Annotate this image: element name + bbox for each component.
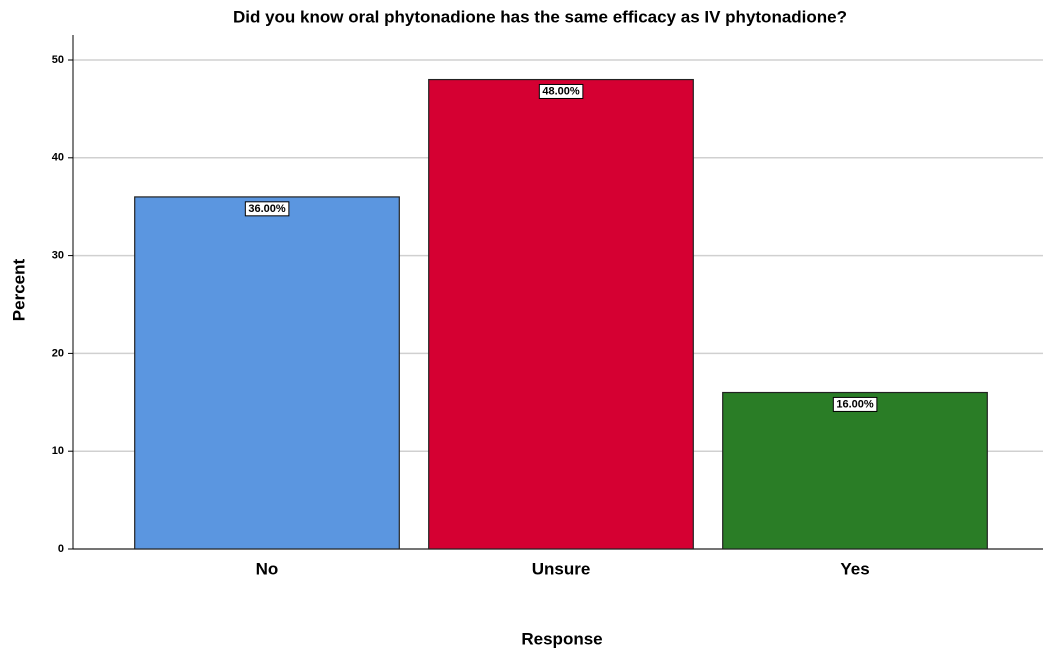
bar [134,196,400,550]
y-tick-label: 20 [52,347,64,359]
y-tick-label: 0 [58,543,64,555]
data-label: 48.00% [542,85,580,97]
data-label-box [538,83,584,99]
bar [428,78,694,550]
data-label-box [244,201,290,217]
data-label: 16.00% [836,398,874,410]
y-axis-label: Percent [9,258,28,321]
data-label-group: 16.00% [832,396,878,412]
y-tick-label: 40 [52,152,64,164]
bar [722,391,988,550]
data-label-group: 48.00% [538,83,584,99]
chart-title: Did you know oral phytonadione has the s… [233,7,847,26]
data-label-box [832,396,878,412]
x-axis-label: Response [521,629,602,648]
y-tick-label: 50 [52,54,64,66]
y-tick-label: 10 [52,445,64,457]
x-tick-label: No [256,559,279,578]
data-label: 36.00% [248,203,286,215]
y-tick-label: 30 [52,250,64,262]
x-tick-label: Unsure [532,559,591,578]
data-label-group: 36.00% [244,201,290,217]
x-tick-label: Yes [840,559,869,578]
